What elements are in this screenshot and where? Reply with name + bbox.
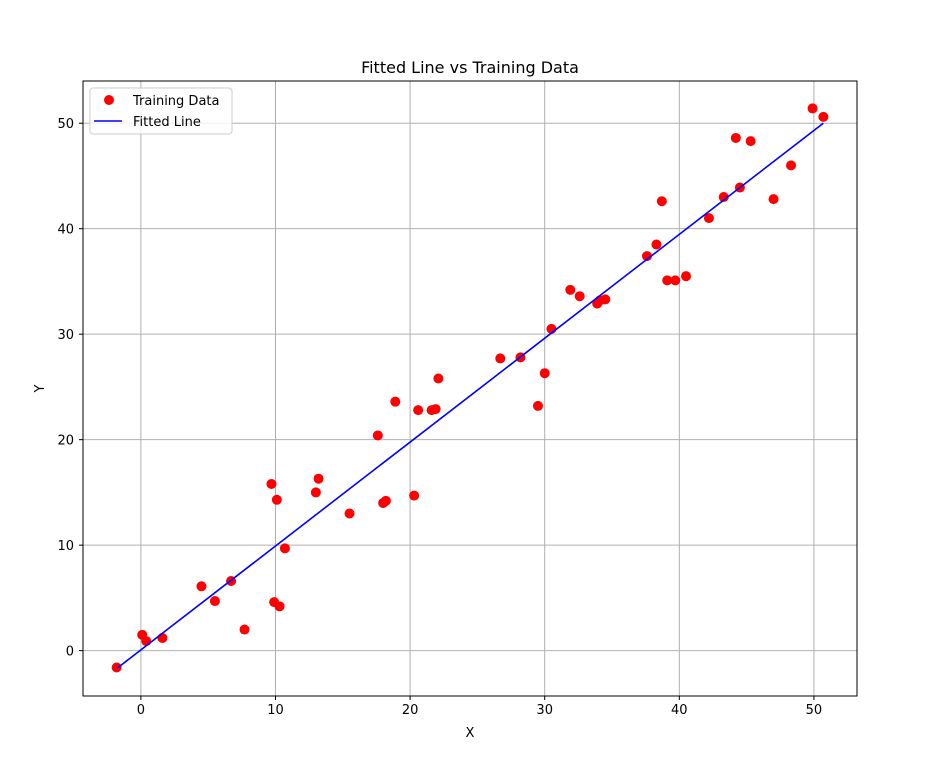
data-point (539, 368, 550, 379)
y-axis-label: Y (33, 384, 48, 393)
data-point (196, 581, 207, 592)
x-tick-label: 30 (536, 703, 553, 718)
x-tick-label: 40 (671, 703, 688, 718)
y-tick-label: 0 (66, 645, 74, 660)
y-tick-label: 40 (57, 223, 74, 238)
legend: Training Data Fitted Line (89, 87, 233, 135)
data-point (266, 478, 277, 489)
data-point (344, 508, 355, 519)
data-point (111, 662, 122, 673)
ticks: 0 10 20 30 40 50 0 10 20 30 40 50 (57, 117, 822, 718)
data-point (495, 353, 506, 364)
data-point (574, 291, 585, 302)
data-point (786, 160, 797, 171)
data-point (271, 494, 282, 505)
data-point (380, 495, 391, 506)
data-point (532, 400, 543, 411)
data-point (745, 136, 756, 147)
x-axis-label: X (466, 726, 475, 741)
data-point (662, 275, 673, 286)
grid (83, 81, 857, 696)
data-point (141, 636, 152, 647)
legend-box (89, 87, 233, 135)
legend-marker (104, 95, 114, 105)
x-tick-label: 10 (267, 703, 284, 718)
data-point (274, 601, 285, 612)
y-tick-label: 50 (57, 117, 74, 132)
data-point (730, 132, 741, 143)
y-tick-label: 20 (57, 434, 74, 449)
data-point (807, 103, 818, 114)
data-point (670, 275, 681, 286)
data-point (768, 194, 779, 205)
data-point (600, 294, 611, 305)
data-point (681, 271, 692, 282)
data-point (413, 405, 424, 416)
x-tick-label: 50 (806, 703, 823, 718)
legend-label: Fitted Line (133, 115, 201, 130)
data-point (239, 624, 250, 635)
data-point (703, 213, 714, 224)
y-tick-label: 10 (57, 539, 74, 554)
fitted-line (116, 122, 824, 670)
data-point (430, 404, 441, 415)
plot-frame (82, 80, 858, 697)
chart-title: Fitted Line vs Training Data (361, 58, 579, 77)
data-point (409, 490, 420, 501)
x-tick-label: 0 (137, 703, 145, 718)
data-point (818, 111, 829, 122)
legend-label: Training Data (132, 94, 219, 109)
data-point (718, 192, 729, 203)
plot-marks (111, 103, 829, 673)
data-point (656, 196, 667, 207)
data-point (565, 284, 576, 295)
data-point (313, 473, 324, 484)
y-tick-label: 30 (57, 328, 74, 343)
data-point (157, 632, 168, 643)
data-point (209, 596, 220, 607)
data-point (390, 396, 401, 407)
data-point (279, 543, 290, 554)
data-point (372, 430, 383, 441)
data-point (642, 251, 653, 262)
data-point (651, 239, 662, 250)
data-point (433, 373, 444, 384)
x-tick-label: 20 (402, 703, 419, 718)
data-point (310, 487, 321, 498)
